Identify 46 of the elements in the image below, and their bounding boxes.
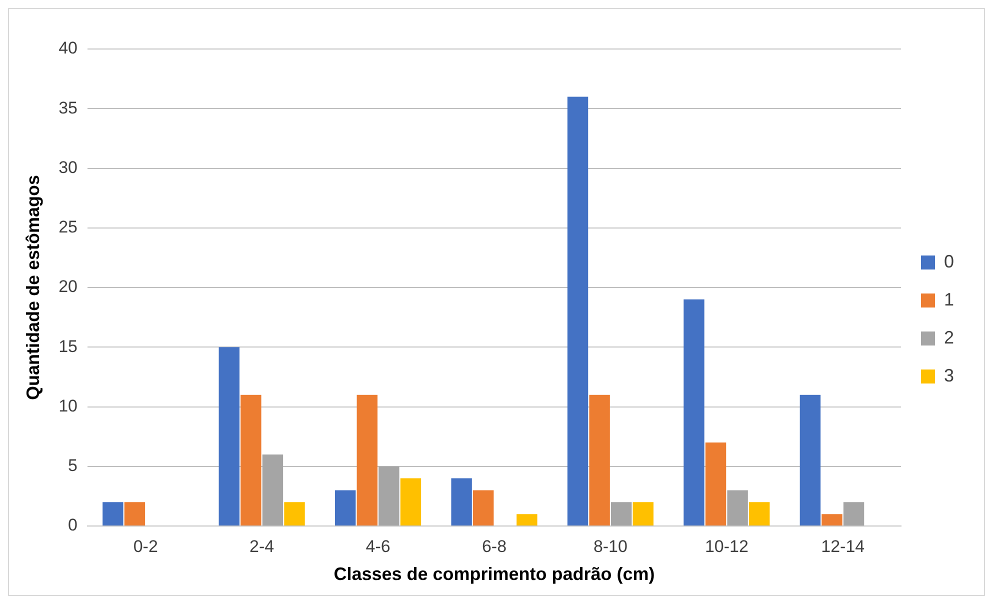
x-tick-label: 2-4 (250, 536, 274, 556)
y-tick-label: 30 (58, 158, 78, 177)
bar (335, 490, 356, 526)
bar (705, 442, 726, 526)
bar (240, 394, 262, 526)
bar (102, 502, 124, 526)
x-axis-title: Classes de comprimento padrão (cm) (334, 564, 655, 584)
y-tick-label: 15 (58, 336, 78, 356)
y-tick-label: 40 (58, 38, 78, 58)
x-tick-label: 12-14 (821, 536, 865, 556)
x-tick-label: 8-10 (593, 536, 628, 556)
bar (400, 478, 422, 526)
bar (589, 394, 610, 526)
y-axis-title: Quantidade de estômagos (22, 174, 43, 400)
bar (567, 96, 588, 526)
bar (800, 394, 821, 526)
bar (684, 299, 704, 526)
bar (611, 502, 632, 526)
bar (749, 502, 770, 526)
bar (262, 454, 284, 526)
legend-label: 1 (944, 289, 954, 310)
y-tick-label: 10 (58, 396, 78, 416)
bar (727, 490, 748, 526)
y-tick-label: 20 (58, 277, 78, 296)
bar (356, 394, 378, 526)
bar (218, 347, 240, 526)
x-tick-label: 0-2 (133, 536, 158, 556)
bar (378, 466, 400, 526)
y-tick-label: 0 (68, 516, 78, 535)
x-tick-label: 4-6 (366, 536, 390, 556)
legend-label: 0 (944, 251, 954, 272)
legend-label: 3 (944, 365, 954, 386)
bar (843, 502, 864, 526)
bar (451, 478, 472, 526)
bar (822, 514, 842, 526)
y-tick-label: 35 (58, 98, 78, 118)
bar (124, 502, 146, 526)
x-tick-label: 6-8 (482, 536, 507, 556)
y-tick-label: 5 (68, 456, 78, 476)
bar (632, 502, 654, 526)
bar (516, 514, 538, 526)
bar (284, 502, 305, 526)
bar (473, 490, 494, 526)
x-tick-label: 10-12 (704, 536, 748, 556)
legend-label: 2 (944, 327, 954, 348)
y-tick-label: 25 (58, 218, 78, 237)
